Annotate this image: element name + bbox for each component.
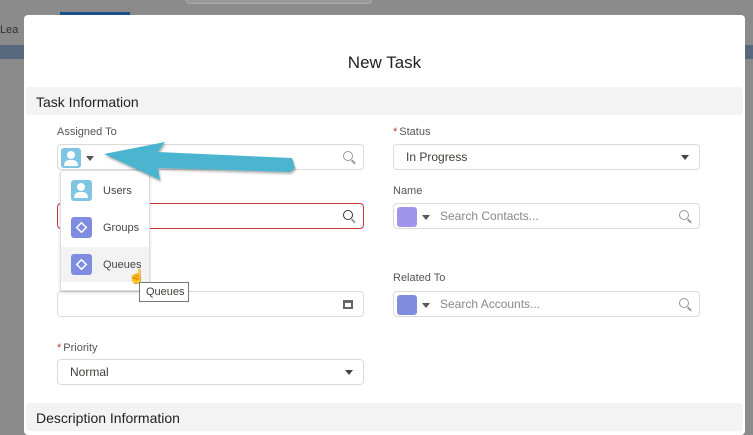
user-icon[interactable] [61, 148, 81, 168]
search-icon [679, 298, 689, 308]
stack-icon [71, 254, 92, 275]
chevron-down-icon [681, 155, 689, 160]
background-tab-label: Lea [0, 24, 19, 36]
search-icon [343, 151, 353, 161]
chevron-down-icon[interactable] [422, 303, 430, 308]
name-label: Name [393, 185, 423, 197]
arrow-icon [104, 142, 295, 180]
menu-item-groups[interactable]: Groups [61, 210, 149, 245]
search-icon [679, 210, 689, 220]
related-to-lookup[interactable]: Search Accounts... [393, 291, 700, 317]
priority-value: Normal [70, 365, 109, 379]
background-tab [60, 12, 130, 15]
section-task-information: Task Information [26, 87, 743, 115]
modal-title: New Task [347, 53, 422, 72]
priority-select[interactable]: Normal [57, 359, 364, 385]
tooltip: Queues [139, 282, 189, 302]
annotation-arrow [104, 142, 295, 180]
user-icon [71, 180, 92, 201]
status-select[interactable]: In Progress [393, 144, 700, 170]
related-to-placeholder: Search Accounts... [440, 297, 541, 311]
date-input[interactable] [57, 291, 364, 317]
calendar-icon[interactable] [343, 300, 353, 309]
contact-card-icon[interactable] [397, 207, 417, 227]
chevron-down-icon [345, 370, 353, 375]
related-to-label: Related To [393, 272, 446, 284]
assigned-to-label: Assigned To [57, 126, 117, 138]
account-icon[interactable] [397, 295, 417, 315]
assigned-to-type-menu: Users Groups Queues [60, 170, 150, 291]
name-placeholder: Search Contacts... [440, 209, 539, 223]
chevron-down-icon[interactable] [422, 215, 430, 220]
hand-cursor-icon: ☝ [128, 268, 146, 284]
search-icon [343, 210, 353, 220]
name-lookup[interactable]: Search Contacts... [393, 203, 700, 229]
chevron-down-icon[interactable] [86, 156, 94, 161]
priority-label: * Priority [57, 342, 98, 354]
status-label: * Status [393, 126, 431, 138]
status-value: In Progress [406, 150, 468, 164]
menu-item-users[interactable]: Users [61, 173, 149, 208]
stack-icon [71, 217, 92, 238]
menu-item-queues[interactable]: Queues [61, 247, 149, 282]
